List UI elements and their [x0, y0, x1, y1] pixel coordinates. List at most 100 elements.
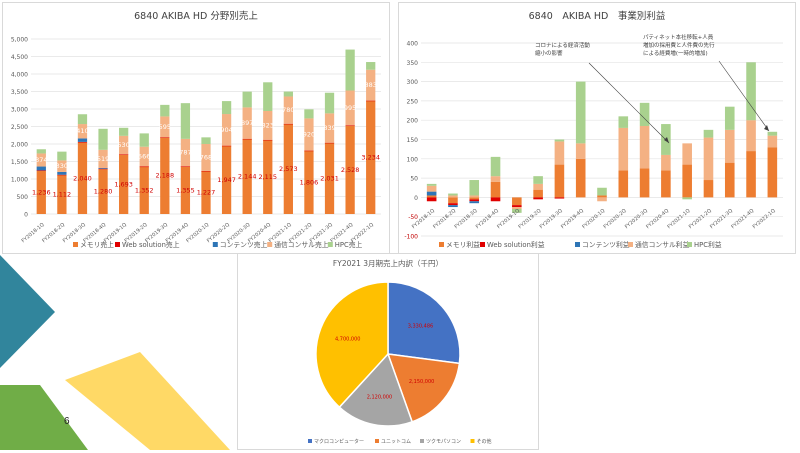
- legend-swatch: [212, 242, 218, 247]
- bar-segment: [57, 174, 67, 176]
- bar-segment: [639, 168, 650, 198]
- y-tick-label: 100: [407, 156, 419, 163]
- bar-segment: [448, 205, 458, 208]
- legend-swatch: [575, 242, 580, 247]
- x-tick-label: FY2022-1Q: [752, 208, 777, 230]
- bar-segment: [345, 90, 355, 126]
- data-label: 2,573: [279, 165, 298, 173]
- bar-segment: [77, 114, 88, 125]
- bar-segment: [703, 137, 714, 181]
- page-number: 6: [64, 416, 70, 427]
- y-tick-label: 50: [410, 176, 418, 183]
- legend-swatch: [308, 439, 312, 443]
- data-label: 787: [179, 149, 191, 157]
- data-label: 904: [220, 126, 232, 134]
- bar-segment: [448, 195, 458, 198]
- annotation-arrowhead: [664, 137, 669, 143]
- bar-segment: [426, 191, 437, 196]
- profit-chart-panel: 6840 AKIBA HD 事業別利益 -100 -50 0 50 100 150 200 25…: [398, 2, 796, 254]
- data-label: 410: [76, 127, 88, 135]
- bar-segment: [661, 154, 671, 171]
- y-tick-label: 150: [407, 137, 419, 144]
- bar-segment: [98, 168, 108, 170]
- y-tick-label: 2,500: [11, 124, 28, 131]
- bar-segment: [77, 124, 88, 139]
- bar-segment: [469, 197, 480, 200]
- bar-segment: [682, 143, 692, 165]
- legend-label: メモリ売上: [80, 240, 114, 249]
- legend-swatch: [327, 242, 333, 247]
- y-tick-label: 1,500: [11, 159, 28, 166]
- y-tick-label: 4,500: [11, 54, 28, 61]
- bar-segment: [263, 139, 273, 214]
- bar-segment: [469, 199, 480, 202]
- bar-segment: [490, 176, 501, 182]
- bar-segment: [575, 143, 586, 159]
- bar-segment: [242, 107, 252, 139]
- bar-segment: [139, 166, 149, 168]
- legend-label: マクロコンピューター: [314, 438, 364, 445]
- bar-segment: [767, 135, 778, 148]
- annotation-text: コロナによる経済活動: [535, 41, 590, 49]
- data-label: 1,806: [300, 178, 319, 186]
- data-label: 780: [282, 106, 294, 114]
- annotation-text: による経費増(一時的増加): [643, 49, 708, 57]
- bar-segment: [448, 193, 458, 196]
- data-label: 566: [138, 153, 150, 161]
- bar-segment: [139, 166, 149, 214]
- y-tick-label: 3,000: [11, 107, 28, 114]
- bar-segment: [533, 197, 543, 200]
- bar-segment: [160, 137, 170, 138]
- green-shape: [0, 385, 88, 450]
- bar-segment: [304, 109, 314, 119]
- bar-segment: [661, 170, 671, 198]
- annotation-text: パティネット本社移転+人員: [643, 33, 714, 41]
- bar-segment: [533, 189, 543, 198]
- bar-segment: [242, 138, 252, 140]
- bar-segment: [512, 207, 522, 209]
- legend-label: コンテンツ利益: [582, 240, 630, 249]
- data-label: 920: [303, 131, 315, 139]
- bar-segment: [77, 141, 88, 143]
- legend-label: Web solution売上: [122, 240, 180, 249]
- sales-chart: 6840 AKIBA HD 分野別売上 0 500 1,000 1,500 2,000 2,…: [11, 10, 381, 249]
- bar-segment: [512, 205, 522, 208]
- bar-segment: [283, 123, 293, 125]
- data-label: 1,227: [197, 189, 216, 197]
- legend-swatch: [420, 439, 424, 443]
- bar-segment: [597, 187, 607, 196]
- y-tick-label: 2,000: [11, 142, 28, 149]
- bar-segment: [575, 81, 586, 144]
- y-tick-label: 500: [17, 194, 29, 201]
- y-tick-label: 1,000: [11, 177, 28, 184]
- bar-segment: [119, 154, 129, 214]
- bar-segment: [554, 164, 565, 198]
- data-label: 595: [159, 123, 171, 131]
- bar-segment: [36, 170, 46, 171]
- bar-segment: [448, 203, 458, 206]
- pie-chart: FY2021 3月期売上内訳（千円） 3,330,486 2,150,000 2,12…: [308, 258, 492, 445]
- bar-segment: [283, 91, 293, 97]
- bar-segment: [639, 125, 650, 169]
- data-label: 530: [117, 141, 129, 149]
- slice-label: 2,120,000: [367, 394, 392, 400]
- bar-segment: [201, 170, 211, 172]
- legend-swatch: [439, 242, 444, 247]
- bar-segment: [345, 125, 355, 214]
- bar-segment: [682, 164, 692, 198]
- bar-segment: [304, 150, 314, 152]
- bar-segment: [490, 156, 501, 177]
- bar-segment: [221, 101, 232, 115]
- data-label: 2,528: [341, 166, 360, 174]
- chart-title: 6840 AKIBA HD 事業別利益: [529, 10, 666, 22]
- bar-segment: [201, 171, 211, 214]
- bar-segment: [426, 197, 437, 202]
- bar-segment: [448, 197, 458, 204]
- bar-segment: [283, 96, 293, 124]
- bar-segment: [767, 147, 778, 198]
- bar-segment: [512, 208, 522, 213]
- bar-segment: [242, 138, 252, 214]
- bar-segment: [57, 160, 67, 172]
- y-tick-label: 200: [407, 118, 419, 125]
- slice-label: 2,150,000: [409, 379, 434, 385]
